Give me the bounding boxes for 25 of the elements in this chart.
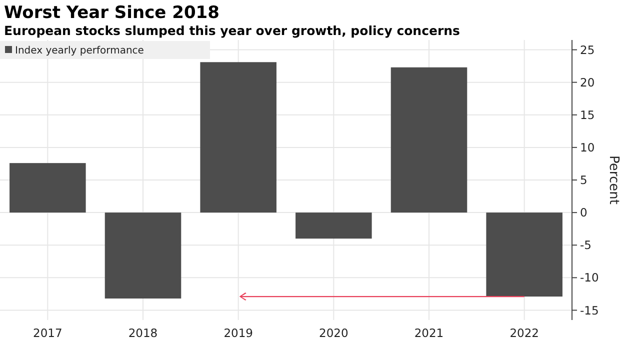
- y-tick-label: 15: [580, 108, 595, 122]
- legend-label: Index yearly performance: [15, 46, 144, 56]
- x-tick-label: 2018: [128, 326, 158, 340]
- y-tick-label: 10: [580, 140, 595, 154]
- bar: [200, 62, 276, 213]
- y-tick-label: -5: [580, 238, 592, 252]
- y-axis-title: Percent: [606, 156, 620, 204]
- bar: [296, 212, 372, 239]
- x-tick-label: 2022: [510, 326, 539, 340]
- y-tick-label: 20: [580, 75, 595, 90]
- y-tick-label: 25: [580, 42, 595, 57]
- x-tick-label: 2021: [414, 326, 444, 340]
- y-tick-label: 0: [580, 206, 588, 220]
- bar: [10, 163, 86, 213]
- bar: [486, 212, 562, 297]
- bar: [104, 212, 182, 299]
- bar: [390, 67, 468, 213]
- x-tick-label: 2020: [319, 326, 348, 340]
- y-tick-label: -10: [580, 270, 599, 285]
- x-tick-label: 2019: [224, 326, 253, 340]
- chart-title: Worst Year Since 2018: [4, 3, 220, 23]
- chart-subtitle: European stocks slumped this year over growth, policy concerns: [4, 23, 460, 38]
- y-tick-label: -15: [580, 303, 599, 318]
- x-tick-label: 2017: [33, 326, 62, 340]
- y-tick-label: 5: [580, 173, 588, 188]
